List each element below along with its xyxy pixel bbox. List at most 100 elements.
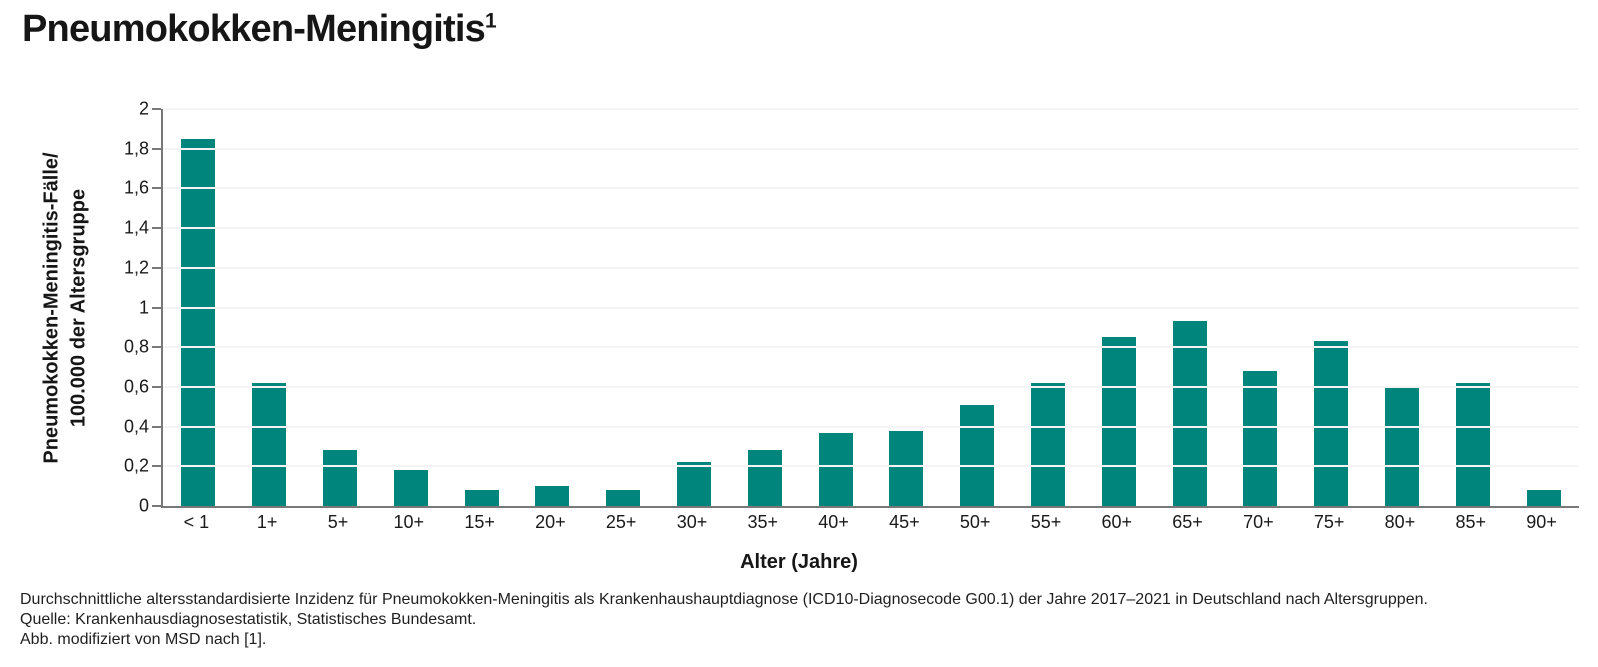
x-tick-label: 45+ xyxy=(889,512,920,532)
footnote-line1: Durchschnittliche altersstandardisierte … xyxy=(20,591,1428,608)
y-axis-tick xyxy=(152,346,161,349)
bar-75+ xyxy=(1314,341,1349,506)
y-tick-label: 0,8 xyxy=(123,336,149,357)
bar-20+ xyxy=(535,486,570,506)
footnotes: Durchschnittliche altersstandardisierte … xyxy=(20,590,1588,650)
chart-title-superscript: 1 xyxy=(485,9,497,33)
bar-50+ xyxy=(960,404,995,506)
y-tick-label: 1,2 xyxy=(123,257,149,278)
x-tick-label: 70+ xyxy=(1243,512,1274,532)
y-axis-tick xyxy=(152,385,161,388)
bar-slot xyxy=(1154,109,1225,506)
x-tick-label: 20+ xyxy=(535,512,566,532)
bar-slot xyxy=(729,109,800,506)
x-tick-label: 55+ xyxy=(1030,512,1062,532)
bar-65+ xyxy=(1172,321,1207,506)
x-axis-labels: < 1 1+ 5+ 10+ 15+ 20+ 25+ 30+ 35+ 40+ 45+ 50+ 55+ 60+… xyxy=(161,512,1577,533)
bars-container xyxy=(163,109,1579,506)
bar-slot xyxy=(163,109,234,506)
bar-slot xyxy=(1013,109,1084,506)
y-axis-tick xyxy=(152,227,161,230)
bar-slot xyxy=(659,109,730,506)
bar-slot xyxy=(942,109,1013,506)
y-tick-label: 2 xyxy=(138,98,149,119)
bar-90+ xyxy=(1526,490,1561,506)
bar-slot xyxy=(588,109,659,506)
footnote-line2: Quelle: Krankenhausdiagnosestatistik, St… xyxy=(20,611,477,628)
x-tick-label: 35+ xyxy=(747,512,779,532)
bar-slot xyxy=(1367,109,1438,506)
y-axis-tick xyxy=(152,108,161,110)
y-tick-label: 0,2 xyxy=(123,455,149,476)
y-tick-label: 0,4 xyxy=(123,416,149,437)
grid-line xyxy=(163,147,1579,150)
y-axis-tick xyxy=(152,147,161,150)
y-axis-tick xyxy=(152,306,161,309)
grid-line xyxy=(163,346,1579,349)
grid-line xyxy=(163,385,1579,388)
y-tick-label: 1,6 xyxy=(123,177,149,198)
bar-10+ xyxy=(393,470,428,506)
bar-80+ xyxy=(1384,386,1419,506)
bar-slot xyxy=(375,109,446,506)
x-tick-label: 75+ xyxy=(1313,512,1345,532)
bar-70+ xyxy=(1243,371,1278,506)
bar-slot xyxy=(234,109,305,506)
bar-30+ xyxy=(676,462,711,506)
chart-title: Pneumokokken-Meningitis1 xyxy=(22,8,497,51)
bar-15+ xyxy=(464,490,499,506)
y-tick-label: 0,6 xyxy=(123,376,149,397)
x-tick-label: < 1 xyxy=(183,512,210,532)
y-tick-label: 0 xyxy=(138,495,149,516)
y-axis-tick xyxy=(152,505,161,507)
grid-line xyxy=(163,266,1579,269)
x-tick-label: 90+ xyxy=(1526,512,1557,532)
chart-title-text: Pneumokokken-Meningitis xyxy=(22,8,486,50)
x-tick-label: 85+ xyxy=(1455,512,1487,532)
bar-35+ xyxy=(747,450,782,506)
x-tick-label: 25+ xyxy=(605,512,637,532)
x-tick-label: 50+ xyxy=(959,512,991,532)
bar-slot xyxy=(517,109,588,506)
bar-55+ xyxy=(1030,382,1065,506)
grid-line xyxy=(163,465,1579,468)
bar-slot xyxy=(305,109,376,506)
y-axis-title-line2: 100.000 der Altersgruppe xyxy=(67,188,90,428)
grid-line xyxy=(163,425,1579,428)
x-tick-label: 60+ xyxy=(1101,512,1133,532)
bar-85+ xyxy=(1455,382,1490,506)
bar-slot xyxy=(1296,109,1367,506)
grid-line xyxy=(163,108,1579,110)
footnote-line3: Abb. modifiziert von MSD nach [1]. xyxy=(20,631,267,648)
bar-45+ xyxy=(889,430,924,506)
bar-slot xyxy=(1225,109,1296,506)
bar-slot xyxy=(1437,109,1508,506)
bar-slot xyxy=(446,109,517,506)
bar-40+ xyxy=(818,432,853,506)
bar-slot xyxy=(1508,109,1579,506)
bar-slot xyxy=(800,109,871,506)
y-axis-tick xyxy=(152,266,161,269)
bar-<1 xyxy=(181,138,216,506)
y-tick-label: 1 xyxy=(138,297,149,317)
bar-60+ xyxy=(1101,337,1136,506)
x-tick-label: 10+ xyxy=(393,512,425,532)
y-axis-tick xyxy=(152,425,161,428)
grid-line xyxy=(163,227,1579,230)
y-axis-tick xyxy=(152,465,161,468)
bar-25+ xyxy=(606,490,641,506)
x-tick-label: 65+ xyxy=(1172,512,1203,532)
bar-1+ xyxy=(252,382,287,506)
x-tick-label: 5+ xyxy=(327,512,349,532)
y-axis-title: Pneumokokken-Meningitis-Fälle/ 100.000 d… xyxy=(39,110,95,507)
bar-5+ xyxy=(322,450,357,506)
x-tick-label: 80+ xyxy=(1384,512,1416,532)
bar-slot xyxy=(871,109,942,506)
y-axis-tick xyxy=(152,187,161,190)
x-axis-title: Alter (Jahre) xyxy=(740,551,858,573)
grid-line xyxy=(163,306,1579,309)
bar-slot xyxy=(1083,109,1154,506)
x-tick-label: 40+ xyxy=(818,512,849,532)
x-tick-label: 1+ xyxy=(256,512,278,532)
